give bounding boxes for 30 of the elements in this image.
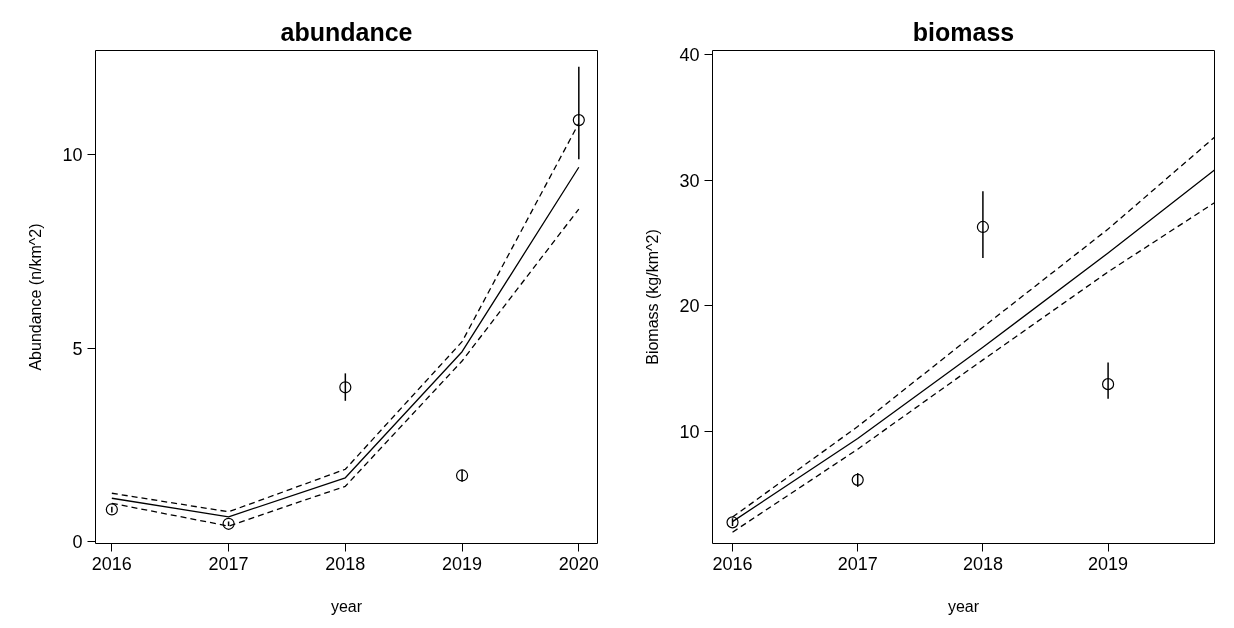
y-tick-label: 20 <box>679 296 700 317</box>
y-tick-label: 10 <box>679 422 700 443</box>
point <box>455 469 469 482</box>
y-tick-label: 40 <box>679 44 700 65</box>
x-tick-label: 2017 <box>837 553 878 574</box>
y-tick-label: 10 <box>62 145 83 166</box>
point <box>976 220 989 234</box>
x-tick-label: 2018 <box>962 553 1003 574</box>
x-axis-title: year <box>330 597 363 615</box>
y-tick-label: 0 <box>72 532 83 553</box>
y-tick-label: 5 <box>72 338 83 359</box>
x-tick-label: 2017 <box>208 553 249 574</box>
x-tick-label: 2019 <box>442 553 483 574</box>
x-axis-title: year <box>947 597 980 615</box>
point <box>105 503 118 516</box>
x-tick-label: 2016 <box>712 553 753 574</box>
chart-title: abundance <box>280 17 413 46</box>
x-tick-label: 2016 <box>91 553 132 574</box>
chart-title: biomass <box>912 17 1015 46</box>
y-tick-label: 30 <box>679 170 700 191</box>
y-axis-title: Abundance (n/km^2) <box>27 223 45 371</box>
x-tick-label: 2019 <box>1088 553 1129 574</box>
point <box>339 381 352 394</box>
x-tick-label: 2020 <box>558 553 599 574</box>
point <box>222 517 235 530</box>
point <box>851 473 864 486</box>
point <box>572 114 585 127</box>
x-tick-label: 2018 <box>325 553 366 574</box>
y-axis-title: Biomass (kg/km^2) <box>644 229 662 365</box>
point <box>1101 378 1115 391</box>
